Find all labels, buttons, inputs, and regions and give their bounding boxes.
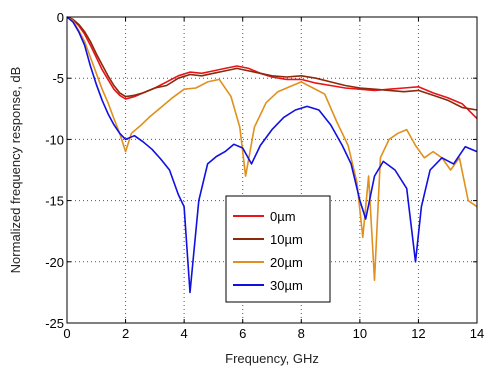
legend-items: 0µm 10µm 20µm 30µm	[233, 209, 303, 293]
y-tick-label: -10	[45, 132, 64, 147]
x-tick-label: 8	[298, 326, 305, 341]
y-axis-label: Normalized frequency response, dB	[8, 67, 23, 274]
x-axis-label: Frequency, GHz	[225, 351, 319, 366]
x-tick-label: 0	[63, 326, 70, 341]
x-tick-label: 2	[122, 326, 129, 341]
x-tick-label: 4	[181, 326, 188, 341]
series-line-3	[66, 16, 478, 282]
y-tick-label: -15	[45, 194, 64, 209]
ticks: 0 2 4 6 8 10 12 14 0 -5 -10 -15 -20 -25	[45, 10, 484, 341]
x-tick-label: 14	[470, 326, 484, 341]
x-tick-label: 6	[239, 326, 246, 341]
plot-frame	[66, 16, 478, 324]
legend-label-3: 20µm	[270, 255, 303, 270]
series-line-4	[66, 16, 478, 294]
y-tick-label: -5	[52, 71, 64, 86]
x-tick-label: 12	[411, 326, 425, 341]
legend-label-2: 10µm	[270, 232, 303, 247]
y-tick-label: -25	[45, 316, 64, 331]
legend: 0µm 10µm 20µm 30µm	[225, 195, 331, 303]
legend-label-4: 30µm	[270, 278, 303, 293]
y-tick-label: -20	[45, 255, 64, 270]
series-line-2	[66, 16, 478, 111]
x-tick-label: 10	[353, 326, 367, 341]
grid	[67, 17, 477, 323]
legend-label-1: 0µm	[270, 209, 296, 224]
y-tick-label: 0	[57, 10, 64, 25]
series-group	[66, 16, 478, 294]
